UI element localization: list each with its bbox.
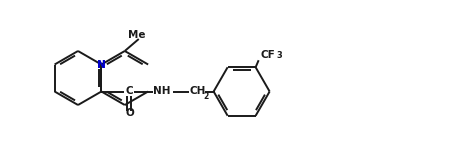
Text: C: C	[126, 86, 133, 97]
Text: NH: NH	[153, 86, 170, 97]
Text: Me: Me	[128, 30, 146, 40]
Text: 3: 3	[277, 51, 283, 60]
Text: N: N	[97, 60, 106, 69]
Text: CF: CF	[260, 50, 275, 60]
Text: N: N	[97, 60, 106, 69]
Text: 2: 2	[204, 92, 209, 101]
Text: CH: CH	[189, 86, 205, 97]
Text: O: O	[125, 108, 134, 119]
